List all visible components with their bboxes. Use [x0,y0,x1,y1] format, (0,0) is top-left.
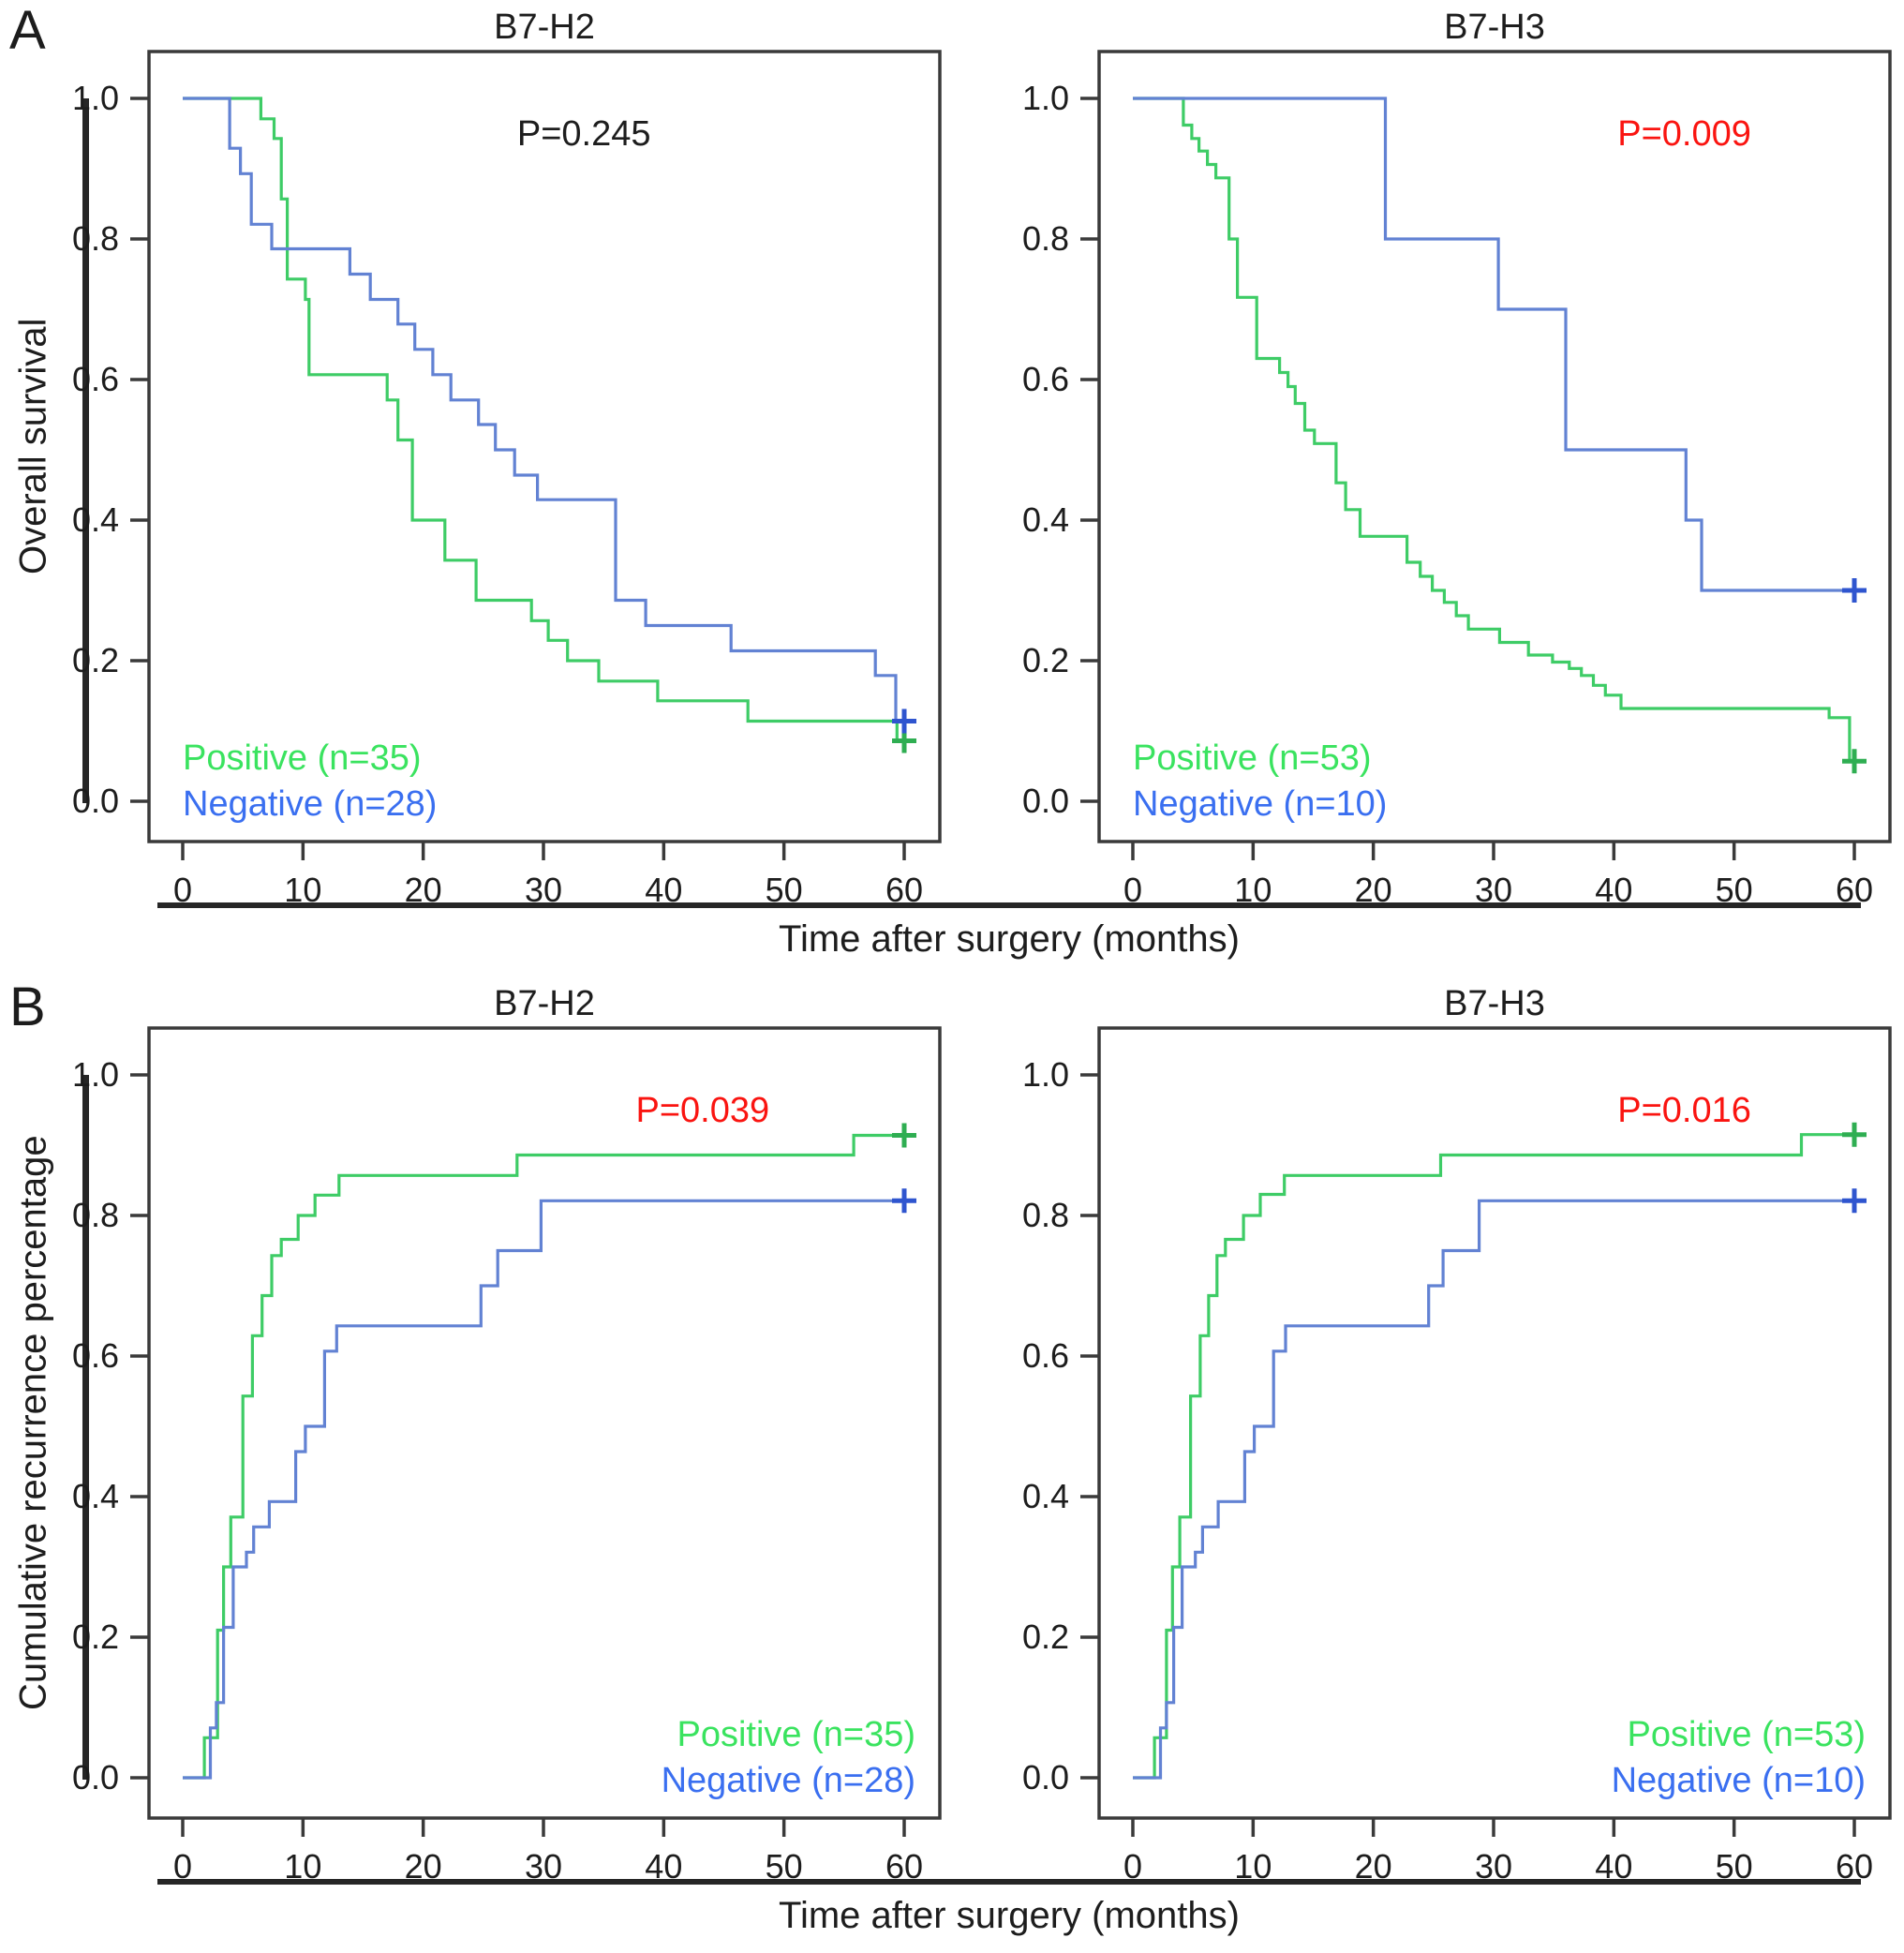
y-tick-label: 0.0 [1022,1758,1069,1796]
y-tick-label: 0.4 [1022,500,1069,539]
legend-os-b7h2-positive: Positive (n=35) [183,738,422,778]
panel-os-b7h2: B7-H21.00.80.60.40.20.00 10 20 30 40 50 60P=0.… [72,7,942,909]
y-tick-label: 0.6 [72,360,119,398]
row-a-y-axis-bar [82,98,89,803]
y-tick-label: 1.0 [72,1055,119,1094]
panel-a-letter: A [9,0,46,61]
y-tick-label: 0.6 [1022,360,1069,398]
y-tick-label: 0.6 [1022,1336,1069,1375]
panel-title-os-b7h2: B7-H2 [494,7,595,47]
y-tick-label: 1.0 [72,79,119,117]
curve-os-b7h3-positive [1133,97,1854,763]
x-tick-label: 0 [1123,1847,1142,1886]
curve-rec-b7h3-negative [1133,1199,1854,1780]
row-a-x-axis-title: Time after surgery (months) [779,918,1240,960]
y-tick-label: 0.8 [1022,1196,1069,1234]
y-tick-label: 0.0 [1022,782,1069,820]
y-tick-label: 0.4 [72,1477,119,1515]
plot-box-os-b7h2 [147,50,942,843]
pvalue-rec-b7h2: P=0.039 [635,1091,769,1130]
y-tick-label: 0.8 [72,1196,119,1234]
curve-os-b7h2-positive [183,97,904,743]
panel-rec-b7h2: B7-H21.00.80.60.40.20.00 10 20 30 40 50 60P=0.… [72,984,942,1886]
curve-os-b7h2-negative [183,97,904,723]
panel-b-letter: B [9,976,46,1037]
y-tick-label: 0.2 [1022,641,1069,679]
curve-os-b7h3-negative [1133,97,1854,592]
x-tick-label: 0 [173,871,192,909]
curve-rec-b7h2-negative [183,1199,904,1780]
y-tick-label: 0.4 [1022,1477,1069,1515]
panel-os-b7h3: B7-H31.00.80.60.40.20.00 10 20 30 40 50 60P=0.… [1022,7,1892,909]
pvalue-rec-b7h3: P=0.016 [1617,1091,1751,1130]
y-tick-label: 0.0 [72,782,119,820]
x-tick-label: 0 [173,1847,192,1886]
row-a-x-axis-bar [157,902,1861,908]
y-tick-label: 0.2 [1022,1618,1069,1656]
pvalue-os-b7h2: P=0.245 [517,114,651,154]
y-tick-label: 0.8 [72,219,119,258]
panel-title-os-b7h3: B7-H3 [1444,7,1545,47]
y-tick-label: 0.0 [72,1758,119,1796]
y-tick-label: 0.2 [72,641,119,679]
curve-rec-b7h2-positive [183,1133,904,1780]
legend-os-b7h2-negative: Negative (n=28) [183,784,437,824]
legend-rec-b7h2-negative: Negative (n=28) [662,1761,915,1800]
legend-os-b7h3-negative: Negative (n=10) [1133,784,1387,824]
row-b-y-axis-bar [82,1075,89,1780]
x-tick-label: 0 [1123,871,1142,909]
row-b-x-axis-title: Time after surgery (months) [779,1895,1240,1936]
y-tick-label: 0.2 [72,1618,119,1656]
pvalue-os-b7h3: P=0.009 [1617,114,1751,154]
legend-rec-b7h3-negative: Negative (n=10) [1612,1761,1866,1800]
panel-title-rec-b7h3: B7-H3 [1444,984,1545,1023]
legend-rec-b7h2-positive: Positive (n=35) [677,1715,915,1754]
legend-os-b7h3-positive: Positive (n=53) [1133,738,1372,778]
panel-rec-b7h3: B7-H31.00.80.60.40.20.00 10 20 30 40 50 60P=0.… [1022,984,1892,1886]
y-tick-label: 0.6 [72,1336,119,1375]
legend-rec-b7h3-positive: Positive (n=53) [1627,1715,1866,1754]
panel-title-rec-b7h2: B7-H2 [494,984,595,1023]
y-tick-label: 1.0 [1022,1055,1069,1094]
y-tick-label: 1.0 [1022,79,1069,117]
y-tick-label: 0.8 [1022,219,1069,258]
plot-box-rec-b7h2 [147,1026,942,1820]
plot-box-os-b7h3 [1097,50,1892,843]
y-tick-label: 0.4 [72,500,119,539]
curve-rec-b7h3-positive [1133,1133,1854,1780]
row-b-x-axis-bar [157,1879,1861,1885]
plot-box-rec-b7h3 [1097,1026,1892,1820]
